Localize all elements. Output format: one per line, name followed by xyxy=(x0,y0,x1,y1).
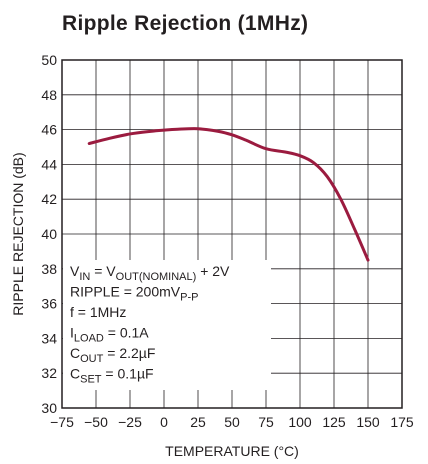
y-tick-label: 34 xyxy=(41,330,57,346)
y-tick-label: 50 xyxy=(41,52,57,68)
annotation-part: SET xyxy=(80,374,102,386)
x-tick-label: 150 xyxy=(356,414,380,430)
x-tick-label: 50 xyxy=(224,414,240,430)
y-tick-label: 38 xyxy=(41,261,57,277)
annotation-part: V xyxy=(70,263,80,279)
annotation-part: RIPPLE = 200mV xyxy=(70,284,181,300)
annotation-part: C xyxy=(70,366,80,382)
annotation-part: OUT xyxy=(80,353,104,365)
annotation: COUT = 2.2µF xyxy=(70,345,155,365)
y-tick-label: 48 xyxy=(41,87,57,103)
annotation-part: I xyxy=(70,325,74,341)
x-tick-label: 0 xyxy=(160,414,168,430)
annotation-part: OUT(NOMINAL) xyxy=(116,271,197,283)
data-line xyxy=(87,127,370,262)
annotation-part: IN xyxy=(79,271,90,283)
annotation-part: + 2V xyxy=(196,263,230,279)
annotation-part: LOAD xyxy=(74,333,104,345)
plot-frame xyxy=(61,59,403,409)
annotation: CSET = 0.1µF xyxy=(70,366,154,386)
x-tick-label: −75 xyxy=(50,414,74,430)
x-tick-label: 25 xyxy=(190,414,206,430)
y-axis-label: RIPPLE REJECTION (dB) xyxy=(10,152,26,315)
annotation-part: f = 1MHz xyxy=(70,304,126,320)
y-tick-label: 42 xyxy=(41,191,57,207)
x-tick-label: 75 xyxy=(258,414,274,430)
y-tick-label: 36 xyxy=(41,296,57,312)
x-tick-label: 175 xyxy=(390,414,414,430)
annotation-part: = 0.1µF xyxy=(102,366,154,382)
annotation: VIN = VOUT(NOMINAL) + 2V xyxy=(70,263,230,283)
y-tick-label: 44 xyxy=(41,156,57,172)
x-tick-label: 100 xyxy=(288,414,312,430)
x-axis-label: TEMPERATURE (°C) xyxy=(165,443,299,459)
annotation-background xyxy=(63,260,271,390)
x-tick-label: −25 xyxy=(118,414,142,430)
annotation: RIPPLE = 200mVP-P xyxy=(70,284,198,304)
y-tick-label: 30 xyxy=(41,400,57,416)
y-tick-label: 40 xyxy=(41,226,57,242)
x-tick-label: 125 xyxy=(322,414,346,430)
chart-title: Ripple Rejection (1MHz) xyxy=(62,12,308,35)
annotation: ILOAD = 0.1A xyxy=(70,325,149,345)
x-tick-label: −50 xyxy=(84,414,108,430)
annotation-part: = 0.1A xyxy=(104,325,149,341)
annotation: f = 1MHz xyxy=(70,304,126,320)
annotation-part: = V xyxy=(90,263,116,279)
y-tick-label: 46 xyxy=(41,122,57,138)
annotation-part: = 2.2µF xyxy=(103,345,155,361)
annotation-part: P-P xyxy=(180,292,198,304)
annotation-part: C xyxy=(70,345,80,361)
y-tick-label: 32 xyxy=(41,365,57,381)
